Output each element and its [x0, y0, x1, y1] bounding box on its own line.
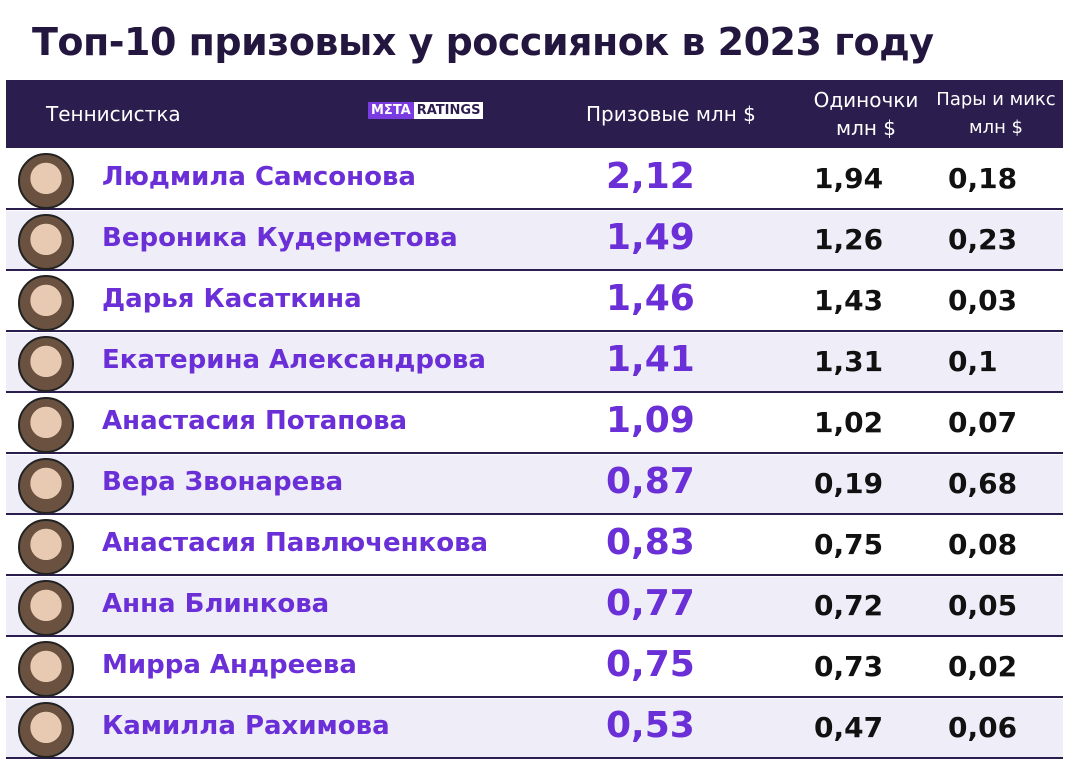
total-prize: 1,41: [606, 339, 695, 380]
singles-prize: 0,47: [814, 711, 884, 744]
player-name: Вероника Кудерметова: [102, 223, 458, 253]
avatar: [18, 397, 74, 453]
singles-prize: 1,43: [814, 284, 884, 317]
doubles-prize: 0,23: [948, 223, 1018, 256]
doubles-prize: 0,18: [948, 162, 1018, 195]
total-prize: 1,46: [606, 278, 695, 319]
player-name: Мирра Андреева: [102, 650, 357, 680]
column-header: Призовые млн $: [586, 102, 756, 126]
player-name: Анастасия Павлюченкова: [102, 528, 489, 558]
table-row: Екатерина Александрова 1,41 1,31 0,1: [6, 333, 1063, 393]
player-name: Екатерина Александрова: [102, 345, 486, 375]
title: Топ-10 призовых у россиянок в 2023 году: [32, 20, 934, 64]
avatar: [18, 153, 74, 209]
table-row: Мирра Андреева 0,75 0,73 0,02: [6, 638, 1063, 698]
avatar: [18, 458, 74, 514]
avatar: [18, 702, 74, 758]
table-header: Теннисистка MΣTA RATINGS Призовые млн $ …: [6, 80, 1063, 148]
total-prize: 1,49: [606, 217, 695, 258]
total-prize: 2,12: [606, 156, 695, 197]
logo-text: MΣTA: [368, 102, 414, 119]
logo: MΣTA RATINGS: [368, 102, 484, 119]
player-name: Анастасия Потапова: [102, 406, 408, 436]
column-header: Теннисистка: [46, 102, 181, 126]
total-prize: 0,53: [606, 705, 695, 746]
player-name: Камилла Рахимова: [102, 711, 390, 741]
doubles-prize: 0,02: [948, 650, 1018, 683]
column-header: Пары и микс млн $: [936, 89, 1056, 138]
singles-prize: 1,94: [814, 162, 884, 195]
doubles-prize: 0,08: [948, 528, 1018, 561]
table-row: Вера Звонарева 0,87 0,19 0,68: [6, 455, 1063, 515]
player-name: Вера Звонарева: [102, 467, 344, 497]
player-name: Дарья Касаткина: [102, 284, 362, 314]
singles-prize: 1,26: [814, 223, 884, 256]
table-row: Анастасия Потапова 1,09 1,02 0,07: [6, 394, 1063, 454]
avatar: [18, 214, 74, 270]
avatar: [18, 580, 74, 636]
total-prize: 0,87: [606, 461, 695, 502]
avatar: [18, 641, 74, 697]
table-row: Анастасия Павлюченкова 0,83 0,75 0,08: [6, 516, 1063, 576]
doubles-prize: 0,06: [948, 711, 1018, 744]
logo-text: RATINGS: [413, 102, 484, 119]
singles-prize: 1,02: [814, 406, 884, 439]
singles-prize: 0,73: [814, 650, 884, 683]
table-row: Анна Блинкова 0,77 0,72 0,05: [6, 577, 1063, 637]
avatar: [18, 275, 74, 331]
table-row: Дарья Касаткина 1,46 1,43 0,03: [6, 272, 1063, 332]
singles-prize: 0,19: [814, 467, 884, 500]
singles-prize: 0,72: [814, 589, 884, 622]
doubles-prize: 0,03: [948, 284, 1018, 317]
doubles-prize: 0,1: [948, 345, 998, 378]
avatar: [18, 519, 74, 575]
doubles-prize: 0,05: [948, 589, 1018, 622]
total-prize: 0,83: [606, 522, 695, 563]
column-header: Одиночки млн $: [813, 88, 919, 140]
singles-prize: 0,75: [814, 528, 884, 561]
table-row: Вероника Кудерметова 1,49 1,26 0,23: [6, 211, 1063, 271]
total-prize: 0,75: [606, 644, 695, 685]
doubles-prize: 0,07: [948, 406, 1018, 439]
avatar: [18, 336, 74, 392]
player-name: Анна Блинкова: [102, 589, 330, 619]
singles-prize: 1,31: [814, 345, 884, 378]
table-row: Людмила Самсонова 2,12 1,94 0,18: [6, 150, 1063, 210]
total-prize: 1,09: [606, 400, 695, 441]
table-row: Камилла Рахимова 0,53 0,47 0,06: [6, 699, 1063, 759]
total-prize: 0,77: [606, 583, 695, 624]
doubles-prize: 0,68: [948, 467, 1018, 500]
player-name: Людмила Самсонова: [102, 162, 416, 192]
